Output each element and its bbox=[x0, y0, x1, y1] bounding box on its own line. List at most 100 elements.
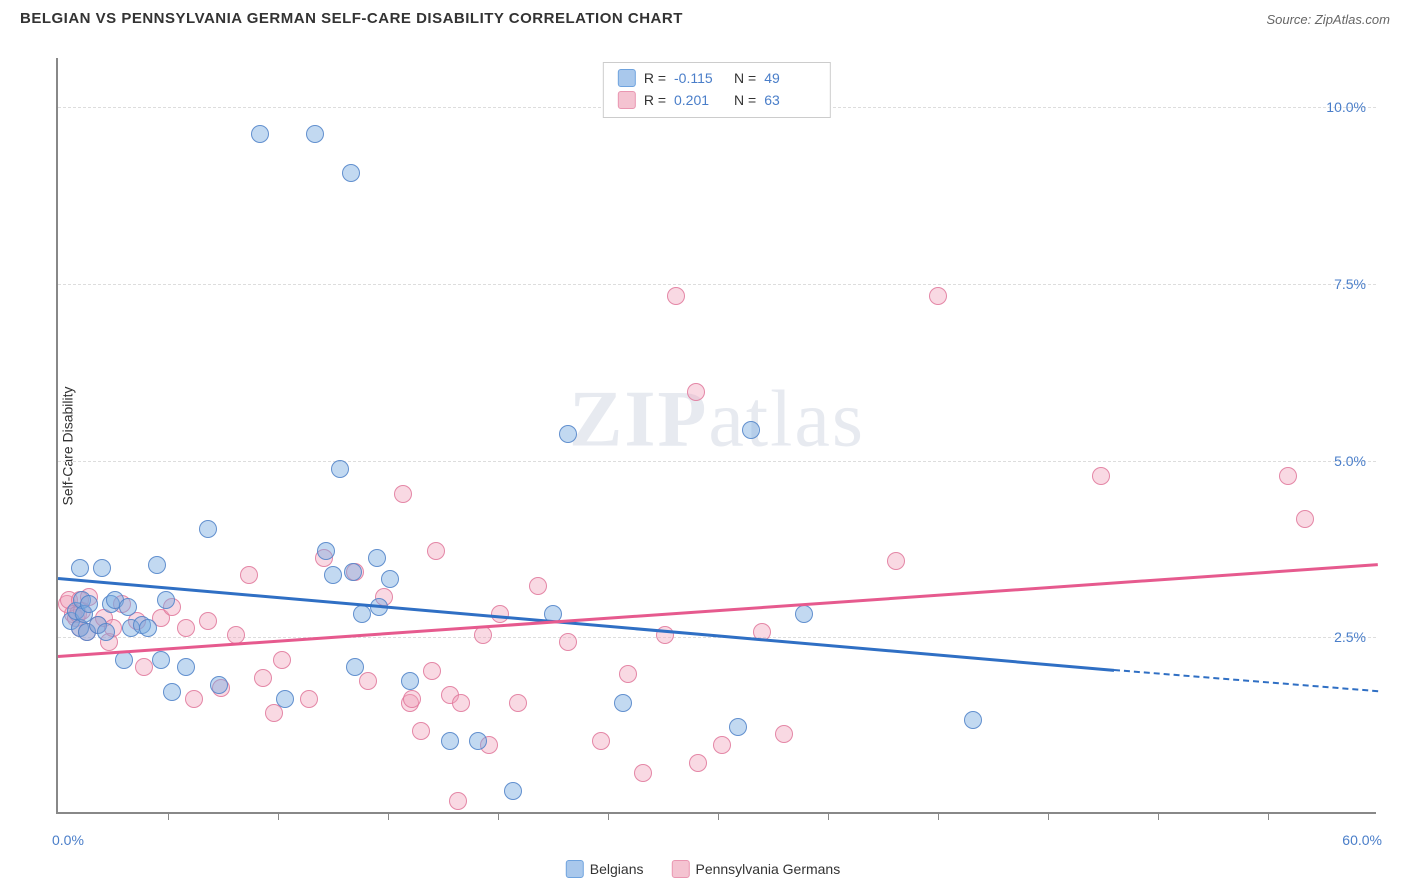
marker-belgians bbox=[177, 658, 195, 676]
y-tick-label: 5.0% bbox=[1334, 453, 1366, 469]
marker-belgians bbox=[306, 125, 324, 143]
legend-item-pennsylvania-germans: Pennsylvania Germans bbox=[671, 860, 840, 878]
marker-belgians bbox=[139, 619, 157, 637]
marker-pennsylvania-germans bbox=[689, 754, 707, 772]
marker-belgians bbox=[119, 598, 137, 616]
stat-n-label: N = bbox=[734, 89, 756, 111]
marker-belgians bbox=[93, 559, 111, 577]
marker-pennsylvania-germans bbox=[240, 566, 258, 584]
marker-pennsylvania-germans bbox=[135, 658, 153, 676]
x-tick bbox=[278, 812, 279, 820]
marker-belgians bbox=[729, 718, 747, 736]
marker-belgians bbox=[559, 425, 577, 443]
source-prefix: Source: bbox=[1266, 12, 1314, 27]
marker-belgians bbox=[742, 421, 760, 439]
marker-pennsylvania-germans bbox=[667, 287, 685, 305]
marker-pennsylvania-germans bbox=[403, 690, 421, 708]
y-tick-label: 7.5% bbox=[1334, 276, 1366, 292]
legend-swatch-belgians bbox=[566, 860, 584, 878]
marker-belgians bbox=[331, 460, 349, 478]
marker-pennsylvania-germans bbox=[713, 736, 731, 754]
y-tick-label: 10.0% bbox=[1326, 99, 1366, 115]
marker-belgians bbox=[469, 732, 487, 750]
stat-r-value: -0.115 bbox=[674, 67, 726, 89]
marker-belgians bbox=[317, 542, 335, 560]
marker-pennsylvania-germans bbox=[427, 542, 445, 560]
marker-belgians bbox=[152, 651, 170, 669]
stat-n-value: 63 bbox=[764, 89, 816, 111]
marker-pennsylvania-germans bbox=[394, 485, 412, 503]
x-tick bbox=[168, 812, 169, 820]
marker-belgians bbox=[368, 549, 386, 567]
stat-row: R = -0.115 N = 49 bbox=[618, 67, 816, 89]
x-tick bbox=[498, 812, 499, 820]
marker-pennsylvania-germans bbox=[619, 665, 637, 683]
marker-pennsylvania-germans bbox=[509, 694, 527, 712]
gridline bbox=[58, 461, 1376, 462]
marker-pennsylvania-germans bbox=[423, 662, 441, 680]
marker-belgians bbox=[97, 623, 115, 641]
stat-swatch bbox=[618, 91, 636, 109]
marker-belgians bbox=[381, 570, 399, 588]
stat-n-label: N = bbox=[734, 67, 756, 89]
marker-belgians bbox=[614, 694, 632, 712]
legend-swatch-pennsylvania-germans bbox=[671, 860, 689, 878]
x-tick bbox=[1048, 812, 1049, 820]
x-tick bbox=[608, 812, 609, 820]
marker-pennsylvania-germans bbox=[273, 651, 291, 669]
marker-pennsylvania-germans bbox=[529, 577, 547, 595]
marker-pennsylvania-germans bbox=[185, 690, 203, 708]
marker-belgians bbox=[324, 566, 342, 584]
marker-pennsylvania-germans bbox=[474, 626, 492, 644]
stat-row: R = 0.201 N = 63 bbox=[618, 89, 816, 111]
marker-belgians bbox=[80, 595, 98, 613]
marker-belgians bbox=[401, 672, 419, 690]
stat-r-value: 0.201 bbox=[674, 89, 726, 111]
marker-pennsylvania-germans bbox=[359, 672, 377, 690]
marker-pennsylvania-germans bbox=[775, 725, 793, 743]
marker-pennsylvania-germans bbox=[559, 633, 577, 651]
marker-pennsylvania-germans bbox=[254, 669, 272, 687]
marker-pennsylvania-germans bbox=[177, 619, 195, 637]
stat-r-label: R = bbox=[644, 89, 666, 111]
chart-title: BELGIAN VS PENNSYLVANIA GERMAN SELF-CARE… bbox=[20, 10, 683, 27]
scatter-plot: ZIPatlas 2.5% 5.0% 7.5% 10.0% R = -0.115 N = 49… bbox=[56, 58, 1376, 814]
marker-belgians bbox=[251, 125, 269, 143]
marker-pennsylvania-germans bbox=[592, 732, 610, 750]
stat-r-label: R = bbox=[644, 67, 666, 89]
marker-belgians bbox=[342, 164, 360, 182]
correlation-stat-box: R = -0.115 N = 49 R = 0.201 N = 63 bbox=[603, 62, 831, 118]
marker-belgians bbox=[964, 711, 982, 729]
gridline bbox=[58, 637, 1376, 638]
marker-pennsylvania-germans bbox=[1279, 467, 1297, 485]
stat-n-value: 49 bbox=[764, 67, 816, 89]
marker-belgians bbox=[157, 591, 175, 609]
marker-pennsylvania-germans bbox=[887, 552, 905, 570]
marker-pennsylvania-germans bbox=[449, 792, 467, 810]
marker-pennsylvania-germans bbox=[1296, 510, 1314, 528]
x-tick bbox=[718, 812, 719, 820]
y-tick-label: 2.5% bbox=[1334, 629, 1366, 645]
x-tick bbox=[388, 812, 389, 820]
gridline bbox=[58, 284, 1376, 285]
marker-pennsylvania-germans bbox=[452, 694, 470, 712]
marker-belgians bbox=[71, 559, 89, 577]
marker-belgians bbox=[210, 676, 228, 694]
x-axis-min-label: 0.0% bbox=[52, 832, 84, 848]
source-attribution: Source: ZipAtlas.com bbox=[1266, 12, 1390, 27]
marker-belgians bbox=[199, 520, 217, 538]
source-link[interactable]: ZipAtlas.com bbox=[1315, 12, 1390, 27]
marker-belgians bbox=[353, 605, 371, 623]
marker-belgians bbox=[441, 732, 459, 750]
marker-pennsylvania-germans bbox=[1092, 467, 1110, 485]
marker-belgians bbox=[148, 556, 166, 574]
bottom-legend: Belgians Pennsylvania Germans bbox=[566, 860, 840, 878]
watermark: ZIPatlas bbox=[569, 374, 865, 465]
marker-belgians bbox=[344, 563, 362, 581]
watermark-atlas: atlas bbox=[708, 375, 865, 463]
trendline-belgians-ext bbox=[1114, 669, 1378, 692]
marker-pennsylvania-germans bbox=[199, 612, 217, 630]
x-tick bbox=[938, 812, 939, 820]
x-tick bbox=[828, 812, 829, 820]
marker-belgians bbox=[346, 658, 364, 676]
